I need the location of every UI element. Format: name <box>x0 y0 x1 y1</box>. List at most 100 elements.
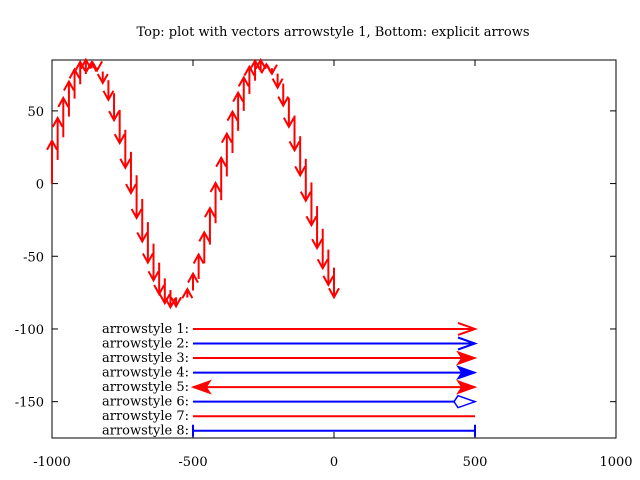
vector-head <box>96 73 109 86</box>
vector-arrow <box>311 206 323 251</box>
arrow-row: arrowstyle 1: <box>102 322 479 337</box>
vector-head <box>299 191 312 203</box>
arrow-row: arrowstyle 2: <box>102 336 479 352</box>
vector-arrow <box>316 228 329 271</box>
vector-arrow <box>283 97 295 129</box>
vector-arrow <box>271 73 284 90</box>
vector-arrow <box>153 262 166 297</box>
vector-head <box>316 258 329 271</box>
vector-head <box>187 271 199 284</box>
y-tick-label: -150 <box>15 396 44 411</box>
vector-arrow <box>226 109 239 153</box>
vector-head <box>204 206 216 218</box>
vector-head <box>277 96 290 108</box>
vector-head <box>68 67 81 79</box>
vector-arrow <box>102 80 115 102</box>
vector-series <box>46 57 340 310</box>
vector-arrow <box>254 57 267 72</box>
arrow-head <box>457 322 479 336</box>
vector-arrow <box>288 115 301 153</box>
vector-head <box>294 165 307 178</box>
vector-head <box>322 275 335 287</box>
vector-arrow <box>305 182 318 228</box>
vector-arrow <box>204 206 216 245</box>
vector-head <box>266 64 278 76</box>
vector-arrow <box>277 83 290 108</box>
explicit-arrows: arrowstyle 1:arrowstyle 2:arrowstyle 3:a… <box>102 322 479 439</box>
arrow-label: arrowstyle 2: <box>102 337 189 352</box>
vector-arrow <box>243 64 256 94</box>
vector-head <box>283 117 295 129</box>
vector-head <box>142 253 154 265</box>
arrow-head <box>457 336 479 351</box>
vector-head <box>243 64 256 77</box>
vector-arrow <box>63 79 75 117</box>
vector-arrow <box>266 64 278 76</box>
vector-arrow <box>142 222 154 265</box>
y-tick-label: -100 <box>15 323 44 338</box>
vector-arrow <box>74 59 87 85</box>
vector-arrow <box>113 109 126 146</box>
vector-head <box>232 90 244 103</box>
vector-arrow <box>294 136 307 178</box>
vector-arrow <box>147 243 160 283</box>
vector-arrow <box>198 230 211 264</box>
vector-arrow <box>187 271 199 291</box>
vector-head <box>57 95 70 108</box>
x-tick-label: 500 <box>463 455 488 470</box>
vector-head <box>226 109 239 122</box>
vector-arrow <box>322 249 335 287</box>
arrow-label: arrowstyle 5: <box>102 380 189 395</box>
vector-head <box>74 59 87 72</box>
vector-head <box>51 115 64 128</box>
vector-arrow <box>249 58 261 81</box>
vector-head <box>254 57 267 70</box>
vector-head <box>249 58 261 71</box>
x-tick-label: -500 <box>178 455 207 470</box>
vector-arrow <box>125 151 137 196</box>
vector-head <box>181 287 194 299</box>
vector-head <box>170 296 182 309</box>
vector-arrow <box>299 158 312 203</box>
vector-head <box>113 133 126 146</box>
vector-arrow <box>209 180 222 224</box>
vector-head <box>153 284 166 297</box>
y-tick-label: 50 <box>27 105 44 120</box>
vector-arrow <box>96 71 109 86</box>
vector-arrow <box>220 131 233 177</box>
arrow-label: arrowstyle 4: <box>102 366 189 381</box>
vector-arrow <box>232 90 244 131</box>
vector-head <box>305 215 318 228</box>
arrow-row: arrowstyle 4: <box>102 365 478 381</box>
vector-head <box>288 140 301 153</box>
arrow-head <box>456 365 478 381</box>
arrow-head <box>456 379 478 395</box>
vector-head <box>198 230 211 242</box>
arrow-label: arrowstyle 6: <box>102 395 189 410</box>
vector-arrow <box>119 129 132 170</box>
vector-head <box>125 183 137 196</box>
vector-arrow <box>181 287 194 299</box>
arrow-label: arrowstyle 7: <box>102 409 189 424</box>
x-tick-label: 0 <box>330 455 338 470</box>
arrow-head <box>453 394 478 409</box>
vector-head <box>136 231 149 244</box>
arrow-head <box>190 379 212 395</box>
vector-arrow <box>237 75 250 111</box>
arrow-row: arrowstyle 6: <box>102 394 478 410</box>
vector-arrow <box>192 252 205 279</box>
vector-head <box>119 158 132 170</box>
vector-head <box>85 60 98 72</box>
vector-arrow <box>108 93 120 123</box>
vector-head <box>209 180 222 193</box>
vector-head <box>63 79 75 92</box>
vector-arrow <box>68 67 81 99</box>
vector-head <box>215 155 228 168</box>
arrow-row: arrowstyle 5: <box>102 379 478 395</box>
arrow-row: arrowstyle 7: <box>102 409 475 424</box>
vector-head <box>192 252 205 264</box>
vector-arrow <box>170 296 182 309</box>
vector-arrow <box>215 155 228 201</box>
